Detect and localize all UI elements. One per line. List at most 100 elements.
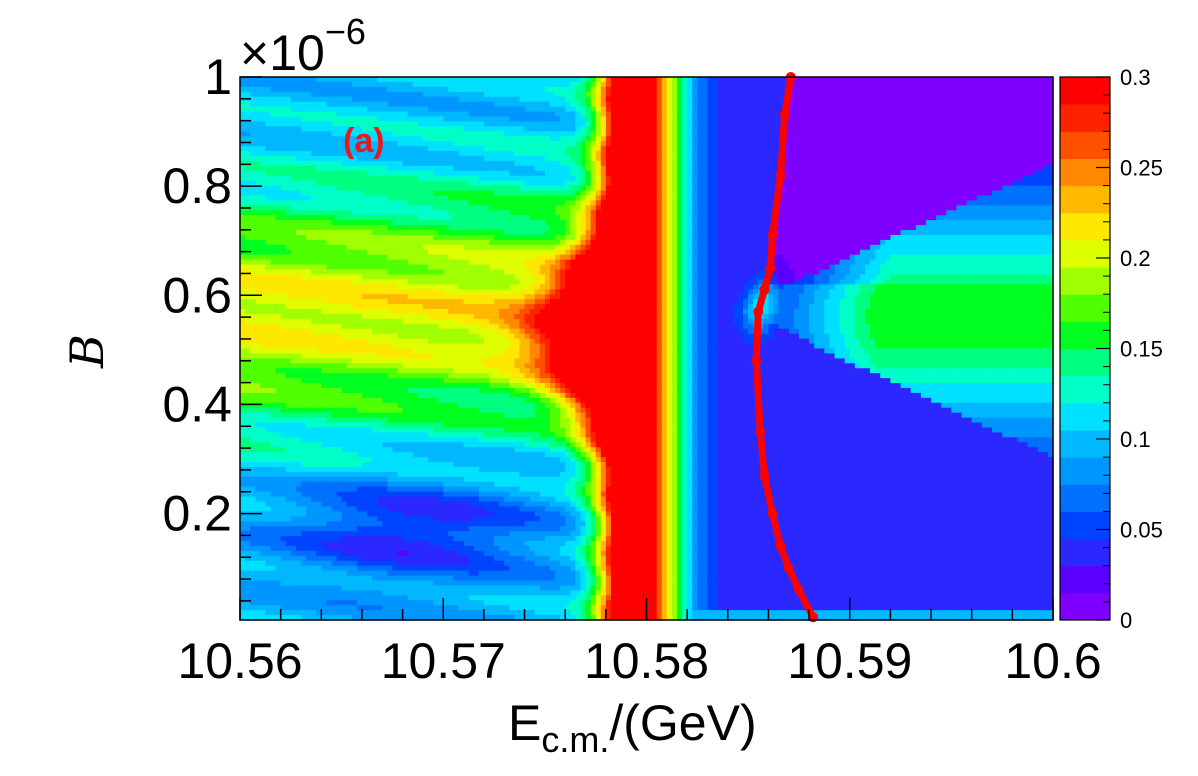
heatmap-cell — [829, 101, 836, 108]
heatmap-cell — [575, 126, 582, 132]
heatmap-cell — [798, 126, 805, 132]
heatmap-cell — [326, 131, 333, 137]
heatmap-cell — [250, 126, 256, 132]
heatmap-cell — [433, 180, 439, 187]
heatmap-cell — [981, 106, 988, 113]
heatmap-cell — [438, 195, 444, 202]
heatmap-cell — [549, 205, 556, 211]
heatmap-cell — [560, 210, 566, 216]
heatmap-cell — [743, 205, 749, 211]
heatmap-cell — [499, 86, 505, 93]
heatmap-cell — [616, 175, 622, 182]
heatmap-cell — [290, 101, 297, 108]
heatmap-cell — [534, 175, 541, 182]
heatmap-cell — [361, 81, 368, 88]
heatmap-cell — [844, 111, 851, 118]
heatmap-cell — [300, 175, 307, 182]
heatmap-cell — [702, 111, 709, 118]
heatmap-cell — [844, 131, 851, 137]
heatmap-cell — [565, 160, 571, 167]
heatmap-cell — [859, 121, 866, 127]
heatmap-cell — [488, 170, 495, 177]
heatmap-cell — [936, 106, 942, 113]
heatmap-cell — [1032, 146, 1039, 152]
heatmap-cell — [433, 106, 439, 113]
heatmap-cell — [900, 106, 907, 113]
heatmap-cell — [285, 230, 292, 236]
heatmap-cell — [361, 131, 368, 137]
heatmap-cell — [295, 126, 302, 132]
heatmap-cell — [392, 165, 399, 172]
heatmap-cell — [428, 155, 434, 162]
heatmap-cell — [712, 155, 719, 162]
heatmap-cell — [575, 155, 582, 162]
heatmap-cell — [671, 200, 678, 206]
heatmap-cell — [1012, 165, 1019, 172]
heatmap-cell — [925, 225, 932, 231]
heatmap-cell — [748, 77, 754, 83]
heatmap-cell — [961, 81, 968, 88]
heatmap-cell — [407, 77, 414, 83]
heatmap-cell — [519, 96, 526, 103]
heatmap-cell — [316, 136, 322, 142]
heatmap-cell — [925, 96, 932, 103]
heatmap-cell — [473, 160, 480, 167]
heatmap-cell — [1007, 180, 1013, 187]
heatmap-cell — [382, 220, 388, 226]
heatmap-cell — [478, 205, 485, 211]
heatmap-cell — [519, 160, 526, 167]
heatmap-cell — [478, 165, 485, 172]
heatmap-cell — [539, 146, 546, 152]
heatmap-cell — [676, 165, 683, 172]
heatmap-cell — [651, 180, 658, 187]
heatmap-cell — [666, 175, 673, 182]
heatmap-cell — [382, 151, 388, 157]
heatmap-cell — [250, 205, 256, 211]
heatmap-cell — [270, 116, 277, 123]
heatmap-cell — [793, 111, 800, 118]
heatmap-cell — [260, 81, 266, 88]
heatmap-cell — [412, 136, 419, 142]
heatmap-cell — [737, 101, 744, 108]
heatmap-cell — [798, 220, 805, 226]
heatmap-cell — [1042, 96, 1049, 103]
heatmap-cell — [422, 230, 429, 236]
heatmap-cell — [682, 165, 688, 172]
heatmap-cell — [509, 136, 515, 142]
heatmap-cell — [351, 121, 358, 127]
heatmap-cell — [1022, 131, 1029, 137]
heatmap-cell — [946, 200, 952, 206]
heatmap-cell — [1007, 77, 1013, 83]
heatmap-cell — [768, 155, 775, 162]
heatmap-cell — [443, 96, 449, 103]
heatmap-cell — [788, 170, 795, 177]
heatmap-cell — [295, 170, 302, 177]
heatmap-cell — [397, 215, 404, 221]
heatmap-cell — [986, 225, 993, 231]
heatmap-cell — [519, 86, 526, 93]
heatmap-cell — [829, 116, 836, 123]
heatmap-cell — [997, 116, 1003, 123]
heatmap-cell — [737, 141, 744, 147]
heatmap-cell — [641, 190, 648, 197]
heatmap-cell — [661, 121, 668, 127]
heatmap-cell — [981, 155, 988, 162]
heatmap-cell — [265, 81, 272, 88]
heatmap-cell — [880, 210, 886, 216]
heatmap-cell — [824, 91, 831, 98]
heatmap-cell — [885, 215, 891, 221]
heatmap-cell — [463, 77, 470, 83]
heatmap-cell — [671, 146, 678, 152]
heatmap-cell — [412, 126, 419, 132]
heatmap-cell — [544, 121, 551, 127]
heatmap-cell — [555, 81, 561, 88]
heatmap-cell — [270, 131, 277, 137]
heatmap-cell — [793, 190, 800, 197]
heatmap-cell — [849, 141, 856, 147]
heatmap-cell — [306, 210, 312, 216]
heatmap-cell — [285, 136, 292, 142]
heatmap-cell — [834, 175, 841, 182]
heatmap-cell — [661, 96, 668, 103]
heatmap-cell — [483, 170, 490, 177]
heatmap-cell — [793, 106, 800, 113]
